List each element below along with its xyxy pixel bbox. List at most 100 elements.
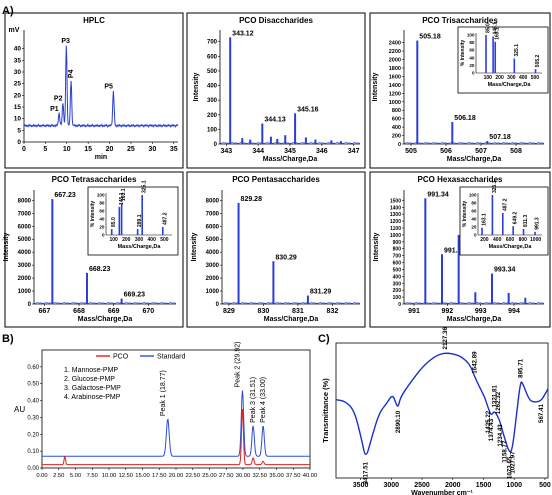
inset-peak-label: 85.0 [111, 217, 117, 227]
y-axis-label: Transmittance (%) [321, 378, 330, 443]
y-tick-label: 1200 [389, 91, 401, 97]
y-tick-label: 400 [392, 125, 401, 131]
spectrum-peak [229, 37, 232, 144]
x-tick-label: 30.00 [236, 473, 251, 479]
baseline-noise [403, 302, 545, 304]
inset-peak [141, 195, 143, 235]
y-tick-label: 5 [17, 127, 21, 134]
y-tick-label: 800 [393, 247, 402, 253]
peak-label: 669.23 [124, 292, 146, 299]
x-tick-label: 2000 [445, 482, 461, 489]
y-tick-label: 400 [393, 274, 402, 280]
sugar-note: 4. Arabinose-PMP [64, 394, 121, 401]
x-tick-label: 0 [22, 146, 26, 153]
spectrum-peak [85, 272, 88, 304]
legend-label: PCO [113, 354, 129, 361]
y-tick-label: 0 [398, 142, 401, 148]
panel-frame [4, 171, 184, 328]
y-tick-label: 1600 [389, 74, 401, 80]
inset-x-tick-label: 800 [519, 237, 528, 243]
spectrum-peak [330, 140, 333, 144]
inset-peak-label: 163.1 [482, 213, 488, 226]
y-tick-label: 35 [14, 57, 22, 64]
y-tick-label: 0 [17, 139, 21, 146]
spectrum-peak [269, 136, 272, 144]
ftir-peak-label: 1158.77 [501, 440, 508, 463]
baseline-noise [403, 142, 545, 144]
inset-peak-label: 505.2 [535, 54, 541, 67]
x-tick-label: 37.50 [286, 473, 301, 479]
inset-x-tick-label: 400 [519, 75, 528, 81]
x-tick-label: 344 [252, 148, 264, 155]
inset-peak [118, 207, 121, 235]
x-axis-label: Mass/Charge,Da [447, 156, 502, 163]
inset-y-tick-label: 100 [97, 193, 105, 198]
y-tick-label: 0 [398, 302, 401, 308]
inset-frame [87, 186, 179, 256]
y-tick-label: 200 [393, 288, 402, 294]
x-tick-label: 1500 [476, 482, 492, 489]
inset-x-axis-label: Mass/Charge,Da [488, 82, 532, 88]
y-tick-label: 0.10 [27, 449, 39, 455]
sugar-note: 1. Mannose-PMP [64, 367, 118, 374]
y-tick-label: 2000 [206, 276, 220, 282]
y-tick-label: 2200 [389, 49, 401, 55]
inset-peak-label: 487.2 [502, 198, 508, 211]
y-axis-label: Intensity [193, 73, 200, 102]
y-tick-label: 300 [393, 281, 402, 287]
inset-peak [136, 229, 139, 235]
ftir-peak-label: 2127.36 [442, 327, 449, 350]
sugar-note: 2. Glucose-PMP [64, 376, 115, 383]
plot-frame [335, 342, 549, 479]
inset-y-axis-label: % Intensity [462, 201, 468, 228]
panel-pmp: 0.00 0.10 0.20 0.30 0.40 0.50 0.60 0.00 2.50 5.00… [14, 342, 317, 479]
y-tick-label: 20 [14, 92, 22, 99]
y-tick-label: 1100 [390, 226, 401, 232]
x-tick-label: 832 [327, 308, 339, 315]
inset-y-tick-label: 40 [469, 55, 475, 60]
ftir-peak-label: 1425.22 [485, 410, 492, 433]
y-tick-label: 1400 [389, 83, 401, 89]
inset-peak [120, 203, 123, 235]
ftir-peak-label: 1321.81 [491, 385, 498, 408]
x-tick-label: 3000 [384, 482, 400, 489]
y-tick-label: 1000 [18, 289, 32, 295]
x-tick-label: 22.50 [185, 473, 200, 479]
x-tick-label: 347 [348, 148, 360, 155]
inset-x-tick-label: 600 [506, 237, 515, 243]
spectrum-peak [339, 141, 342, 144]
spectrum-peak [276, 138, 279, 144]
x-tick-label: 35 [170, 146, 178, 153]
spectrum-peak [416, 40, 419, 144]
spectrum-peak [241, 138, 244, 144]
ftir-peak-label: 1027.97 [509, 451, 516, 474]
y-tick-label: 700 [393, 254, 402, 260]
panel-title: HPLC [83, 16, 105, 25]
peak-label: 991.84 [444, 247, 466, 254]
ftir-peak-label: 1262.32 [495, 391, 502, 414]
y-axis-label: Intensity [3, 233, 10, 262]
y-tick-label: 0.00 [27, 466, 39, 472]
x-tick-label: 2500 [414, 482, 430, 489]
x-tick-label: 10.00 [102, 473, 117, 479]
inset-peak [534, 69, 537, 73]
peak-label: 831.29 [310, 289, 332, 296]
x-axis-label: Mass/Charge,Da [263, 156, 318, 163]
x-tick-label: 992 [441, 308, 453, 315]
y-tick-label: 700 [207, 40, 218, 46]
y-tick-label: 100 [393, 295, 402, 301]
y-tick-label: 900 [393, 240, 402, 246]
y-tick-label: 7000 [18, 211, 32, 217]
peak-label: P5 [104, 84, 113, 91]
inset-peak [494, 41, 497, 73]
baseline-noise [221, 302, 361, 304]
x-tick-label: 30 [148, 146, 156, 153]
peak-label: 344.13 [264, 117, 286, 124]
x-axis-label: Mass/Charge,Da [447, 316, 502, 323]
inset-peak-label: 487.2 [162, 212, 168, 225]
y-tick-label: 1800 [389, 66, 401, 72]
peak-label: 345.16 [297, 106, 319, 113]
ftir-peak-label: 3417.51 [363, 461, 370, 484]
inset-peak-label: 811.3 [523, 215, 529, 227]
x-tick-label: 40.00 [303, 473, 318, 479]
